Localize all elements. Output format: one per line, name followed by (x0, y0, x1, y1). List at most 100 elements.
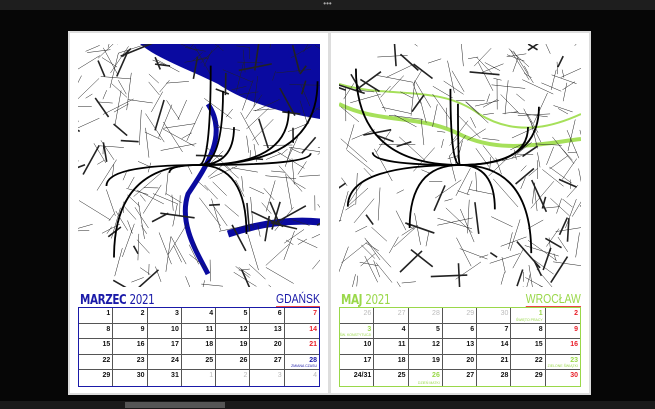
day-cell[interactable]: 3 (147, 308, 182, 324)
horizontal-scrollbar[interactable] (0, 401, 655, 409)
day-cell[interactable]: 29 (511, 370, 546, 386)
day-cell[interactable]: 12 (216, 323, 251, 340)
day-number: 26 (432, 372, 440, 380)
street (479, 254, 489, 258)
day-cell[interactable]: 21 (477, 354, 512, 371)
day-cell[interactable]: 15 (511, 339, 546, 355)
day-cell[interactable]: 7 (284, 308, 319, 324)
day-cell[interactable]: 2 (545, 308, 580, 324)
day-cell[interactable]: 11 (374, 339, 409, 355)
day-cell[interactable]: 10 (340, 339, 375, 355)
day-cell[interactable]: 6 (442, 323, 478, 340)
day-cell[interactable]: 31 (148, 370, 182, 386)
day-cell[interactable]: 3 (250, 370, 285, 386)
drag-handle[interactable]: ••• (323, 0, 332, 8)
street (254, 44, 260, 71)
day-cell[interactable]: 6 (250, 308, 285, 324)
day-cell[interactable]: 9 (113, 323, 148, 340)
day-cell[interactable]: 1 (182, 370, 217, 386)
day-cell[interactable]: 14 (284, 324, 319, 340)
day-cell[interactable]: 12 (408, 339, 443, 355)
day-cell[interactable]: 20 (250, 339, 285, 355)
day-cell[interactable]: 19 (408, 354, 443, 371)
street (160, 143, 197, 151)
street (456, 237, 472, 267)
street (144, 131, 162, 140)
day-cell[interactable]: 24 (147, 354, 182, 371)
day-cell[interactable]: 27 (374, 308, 409, 324)
street (527, 219, 544, 229)
street (194, 46, 211, 76)
holiday-label: ŚW. KONSTYTUCJI (339, 333, 372, 338)
day-cell[interactable]: 18 (374, 354, 409, 371)
day-cell[interactable]: 25 (374, 370, 409, 386)
day-cell[interactable]: 8 (79, 323, 114, 340)
day-cell[interactable]: 5 (408, 323, 443, 340)
street (238, 267, 251, 276)
day-cell[interactable]: 22 (511, 354, 546, 371)
day-cell[interactable]: 21 (284, 339, 319, 355)
day-cell[interactable]: 3 ŚW. KONSTYTUCJI (339, 323, 375, 340)
day-cell[interactable]: 30 (113, 370, 148, 386)
day-number: 28 (500, 372, 509, 380)
day-cell[interactable]: 13 (442, 339, 478, 355)
day-cell[interactable]: 20 (442, 354, 478, 371)
day-cell[interactable]: 5 (216, 308, 251, 324)
street (184, 47, 206, 52)
day-cell[interactable]: 19 (216, 339, 251, 355)
day-cell[interactable]: 16 (113, 339, 148, 355)
day-cell[interactable]: 27 (443, 370, 478, 386)
calendar-grid: 1 2 3 4 5 6 7 8 9 10 11 12 13 14 15 16 17 18 19 20 21 22 23 24 2… (78, 307, 320, 387)
street (102, 90, 107, 100)
street (567, 119, 576, 152)
day-cell[interactable]: 2 (216, 370, 251, 386)
day-number: 27 (273, 356, 282, 364)
day-cell[interactable]: 15 (79, 339, 114, 355)
street (339, 191, 349, 222)
day-cell[interactable]: 17 (147, 339, 182, 355)
day-cell[interactable]: 26 (216, 354, 251, 371)
day-cell[interactable]: 28 ZMIANA CZASU (284, 355, 319, 371)
street (115, 210, 128, 231)
day-cell[interactable]: 11 (181, 323, 217, 340)
day-cell[interactable]: 22 (79, 354, 114, 371)
day-number: 6 (470, 325, 475, 333)
day-cell[interactable]: 8 (511, 323, 546, 340)
day-cell[interactable]: 23 (113, 354, 148, 371)
day-cell[interactable]: 30 (546, 370, 580, 386)
day-cell[interactable]: 23 ZIELONE ŚWIĄTKI (545, 355, 580, 371)
day-cell[interactable]: 1 (79, 308, 114, 324)
day-cell[interactable]: 14 (477, 339, 512, 355)
day-cell[interactable]: 13 (250, 323, 285, 340)
street (450, 120, 469, 144)
day-cell[interactable]: 26 (340, 308, 375, 324)
day-cell[interactable]: 18 (181, 339, 217, 355)
day-cell[interactable]: 24/31 (340, 370, 375, 386)
day-cell[interactable]: 10 (147, 323, 182, 340)
day-cell[interactable]: 28 (408, 308, 443, 324)
scrollbar-thumb[interactable] (125, 402, 225, 408)
street (202, 280, 205, 287)
day-cell[interactable]: 4 (181, 308, 217, 324)
day-cell[interactable]: 28 (477, 370, 512, 386)
day-cell[interactable]: 27 (250, 354, 285, 371)
day-cell[interactable]: 2 (113, 308, 148, 324)
street (185, 276, 191, 287)
day-cell[interactable]: 1 ŚWIĘTO PRACY (511, 308, 546, 324)
street (399, 250, 423, 273)
main-road (198, 164, 248, 235)
day-cell[interactable]: 4 (285, 370, 319, 386)
street (121, 47, 132, 58)
day-cell[interactable]: 16 (545, 339, 580, 355)
day-cell[interactable]: 26 DZIEŃ MATKI (409, 370, 443, 386)
day-cell[interactable]: 29 (442, 308, 478, 324)
street (527, 44, 539, 51)
day-cell[interactable]: 9 (545, 324, 580, 340)
day-cell[interactable]: 25 (181, 354, 217, 371)
day-cell[interactable]: 7 (477, 323, 512, 340)
day-cell[interactable]: 29 (79, 370, 114, 386)
street (374, 148, 393, 182)
day-cell[interactable]: 4 (374, 323, 409, 340)
day-cell[interactable]: 30 (477, 308, 512, 324)
day-cell[interactable]: 17 (340, 354, 375, 371)
